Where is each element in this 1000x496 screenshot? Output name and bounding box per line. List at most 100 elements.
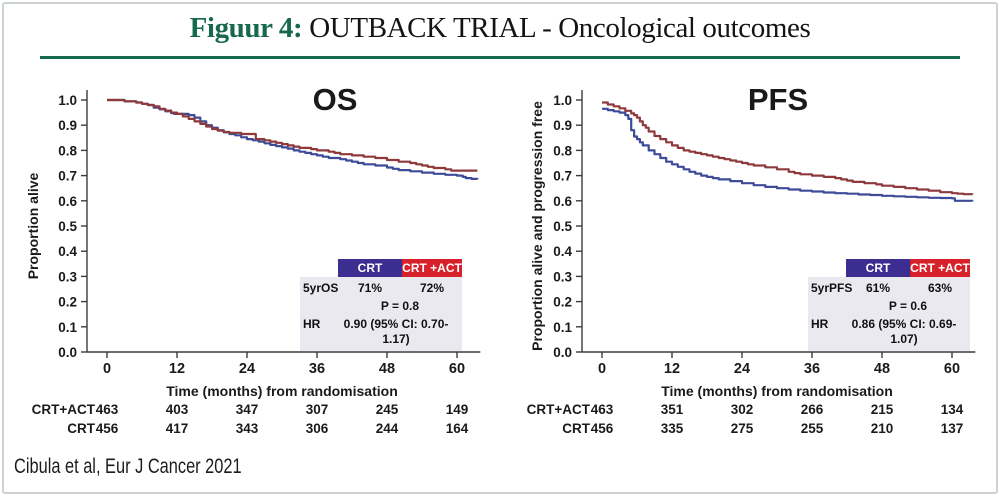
- y-tick-label: 0.8: [553, 143, 572, 158]
- hr-label: HR: [811, 317, 829, 331]
- risk-count: 306: [306, 421, 329, 436]
- y-tick-label: 0.1: [58, 320, 77, 335]
- chart-title: OS: [313, 82, 358, 117]
- hr-value: 0.90 (95% CI: 0.70-1.17): [343, 317, 449, 346]
- risk-row-label: CRT+ACT: [32, 402, 96, 417]
- y-tick-label: 0.2: [553, 295, 572, 310]
- metric-label: 5yrPFS: [811, 281, 853, 295]
- risk-count: 463: [591, 402, 614, 417]
- risk-count: 351: [661, 402, 684, 417]
- risk-count: 149: [446, 402, 469, 417]
- os-km-plot: 1.0 0.9 0.8 0.7 0.6 0.5 0.4 0.3 0.2 0.1 0.0 0 12 24 36…: [25, 82, 481, 436]
- y-tick-label: 0.9: [553, 118, 572, 133]
- crt-act-legend-header: CRT +ACT: [910, 259, 970, 277]
- risk-count: 266: [801, 402, 824, 417]
- os-rate-row: 5yrOS 71% 72%: [300, 279, 462, 298]
- crt-act-legend-header: CRT +ACT: [402, 259, 462, 277]
- hr-label: HR: [303, 317, 321, 331]
- km-curve-crt-act: [602, 101, 974, 196]
- y-tick-label: 0.6: [58, 194, 77, 209]
- risk-count: 335: [661, 421, 684, 436]
- x-axis-label: Time (months) from randomisation: [166, 383, 398, 399]
- hr-row: HR 0.90 (95% CI: 0.70-1.17): [300, 315, 462, 347]
- empty-cell: [808, 259, 846, 277]
- km-curve-crt: [107, 98, 479, 180]
- x-tick-label: 0: [103, 361, 111, 377]
- risk-count: 245: [376, 402, 399, 417]
- risk-count: 275: [731, 421, 754, 436]
- risk-count: 210: [871, 421, 894, 436]
- risk-count: 307: [306, 402, 329, 417]
- y-tick-label: 0.3: [58, 269, 77, 284]
- y-tick-label: 1.0: [553, 93, 572, 108]
- crt-legend-header: CRT: [338, 259, 402, 277]
- risk-count: 134: [941, 402, 964, 417]
- risk-count: 244: [376, 421, 399, 436]
- y-axis-label: Proportion alive: [25, 173, 41, 280]
- x-tick-label: 0: [598, 361, 606, 377]
- risk-count: 215: [871, 402, 894, 417]
- y-tick-label: 0.3: [553, 269, 572, 284]
- metric-label: 5yrOS: [303, 281, 339, 295]
- risk-count: 417: [166, 421, 189, 436]
- y-axis-label: Proportion alive and progression free: [529, 101, 545, 351]
- figure-title: Figuur 4: OUTBACK TRIAL - Oncological out…: [0, 12, 1000, 45]
- risk-count: 456: [591, 421, 614, 436]
- os-summary-body: 5yrOS 71% 72% P = 0.8 HR 0.90 (95% CI: 0…: [300, 277, 462, 351]
- hr-row: HR 0.86 (95% CI: 0.69-1.07): [808, 315, 970, 347]
- crt-legend-header: CRT: [846, 259, 910, 277]
- y-tick-label: 0.9: [58, 118, 77, 133]
- y-tick-label: 0.1: [553, 320, 572, 335]
- chart-title: PFS: [748, 82, 808, 117]
- risk-row-label: CRT: [562, 421, 590, 436]
- km-curve-crt: [602, 107, 974, 202]
- figure-number-label: Figuur 4:: [189, 12, 303, 44]
- title-divider: [40, 56, 960, 59]
- os-summary-header: CRT CRT +ACT: [300, 259, 462, 277]
- x-tick-label: 60: [449, 361, 465, 377]
- y-tick-label: 0.5: [553, 219, 572, 234]
- x-tick-label: 12: [169, 361, 185, 377]
- pfs-summary-header: CRT CRT +ACT: [808, 259, 970, 277]
- x-tick-label: 24: [734, 361, 750, 377]
- y-tick-label: 0.2: [58, 295, 77, 310]
- y-tick-label: 0.0: [553, 345, 572, 360]
- os-summary-table: CRT CRT +ACT 5yrOS 71% 72% P = 0.8 HR 0.…: [300, 259, 462, 351]
- x-axis-label: Time (months) from randomisation: [661, 383, 893, 399]
- crt-act-rate-value: 72%: [419, 281, 445, 295]
- risk-count: 456: [96, 421, 119, 436]
- risk-count: 137: [941, 421, 964, 436]
- risk-row-label: CRT: [67, 421, 95, 436]
- pfs-summary-table: CRT CRT +ACT 5yrPFS 61% 63% P = 0.6 HR 0…: [808, 259, 970, 351]
- empty-cell: [300, 259, 338, 277]
- y-tick-label: 0.7: [553, 169, 572, 184]
- risk-count: 302: [731, 402, 754, 417]
- x-tick-label: 48: [874, 361, 890, 377]
- p-value: P = 0.8: [380, 299, 420, 313]
- pfs-summary-body: 5yrPFS 61% 63% P = 0.6 HR 0.86 (95% CI: …: [808, 277, 970, 351]
- y-tick-label: 0.4: [553, 244, 572, 259]
- risk-count: 343: [236, 421, 259, 436]
- crt-act-rate-value: 63%: [927, 281, 953, 295]
- figure-title-text: OUTBACK TRIAL - Oncological outcomes: [309, 12, 811, 44]
- hr-value: 0.86 (95% CI: 0.69-1.07): [851, 317, 957, 346]
- x-tick-label: 60: [944, 361, 960, 377]
- y-tick-label: 1.0: [58, 93, 77, 108]
- y-tick-label: 0.8: [58, 143, 77, 158]
- y-tick-label: 0.7: [58, 169, 77, 184]
- x-tick-label: 24: [239, 361, 255, 377]
- pfs-km-plot: 1.0 0.9 0.8 0.7 0.6 0.5 0.4 0.3 0.2 0.1 0.0 0 12 24 36…: [527, 82, 976, 436]
- km-curve-crt-act: [107, 98, 478, 172]
- risk-count: 164: [446, 421, 469, 436]
- risk-count: 463: [96, 402, 119, 417]
- x-tick-label: 48: [379, 361, 395, 377]
- x-tick-label: 12: [664, 361, 680, 377]
- y-tick-label: 0.5: [58, 219, 77, 234]
- x-tick-label: 36: [804, 361, 820, 377]
- risk-row-label: CRT+ACT: [527, 402, 591, 417]
- risk-count: 403: [166, 402, 189, 417]
- y-tick-label: 0.6: [553, 194, 572, 209]
- pfs-rate-row: 5yrPFS 61% 63%: [808, 279, 970, 298]
- p-value: P = 0.6: [888, 299, 928, 313]
- crt-rate-value: 61%: [865, 281, 891, 295]
